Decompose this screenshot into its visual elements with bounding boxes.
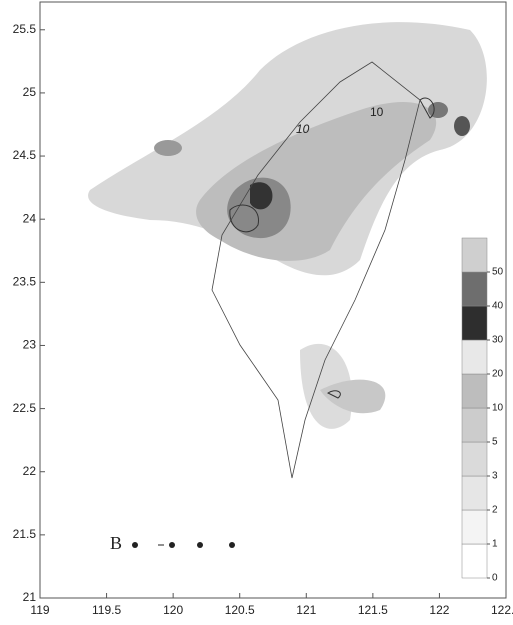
colorbar-band (462, 374, 487, 408)
panel-label: B (110, 533, 122, 553)
y-tick-label: 21 (23, 590, 37, 604)
colorbar-label: 2 (492, 505, 498, 516)
contour-label: 10 (296, 122, 310, 136)
contour-label: 10 (370, 105, 384, 119)
y-tick-label: 23 (23, 338, 37, 352)
y-tick-label: 22.5 (13, 401, 37, 415)
y-tick-label: 25 (23, 85, 37, 99)
colorbar-label: 5 (492, 437, 498, 448)
x-tick-label: 120 (163, 603, 183, 617)
map-figure: 10 10 B 119119.5120120.5121121.5122122.5… (0, 0, 513, 620)
colorbar-label: 40 (492, 301, 504, 312)
page: 10 10 B 119119.5120120.5121121.5122122.5… (0, 0, 513, 625)
x-tick-label: 119 (30, 603, 49, 617)
colorbar-label: 1 (492, 539, 498, 550)
colorbar-band (462, 476, 487, 510)
y-tick-label: 24.5 (13, 148, 37, 162)
colorbar-label: 50 (492, 267, 504, 278)
x-tick-label: 121 (296, 603, 316, 617)
colorbar-band (462, 272, 487, 306)
colorbar-band (462, 238, 487, 272)
y-tick-label: 25.5 (13, 22, 37, 36)
x-tick-label: 120.5 (225, 603, 255, 617)
y-tick-label: 24 (23, 211, 37, 225)
x-tick-label: 121.5 (358, 603, 388, 617)
colorbar-band (462, 340, 487, 374)
colorbar-band (462, 544, 487, 578)
colorbar-label: 10 (492, 403, 504, 414)
colorbar-label: 0 (492, 573, 498, 584)
colorbar-label: 20 (492, 369, 504, 380)
colorbar-band (462, 510, 487, 544)
x-tick-label: 122 (429, 603, 449, 617)
colorbar-band (462, 408, 487, 442)
colorbar-band (462, 442, 487, 476)
x-tick-label: 119.5 (92, 603, 121, 617)
x-tick-label: 122.5 (491, 603, 513, 617)
y-tick-label: 23.5 (13, 274, 37, 288)
colorbar-label: 3 (492, 471, 498, 482)
y-tick-label: 21.5 (13, 527, 37, 541)
y-tick-label: 22 (23, 464, 37, 478)
colorbar-band (462, 306, 487, 340)
colorbar-label: 30 (492, 335, 504, 346)
